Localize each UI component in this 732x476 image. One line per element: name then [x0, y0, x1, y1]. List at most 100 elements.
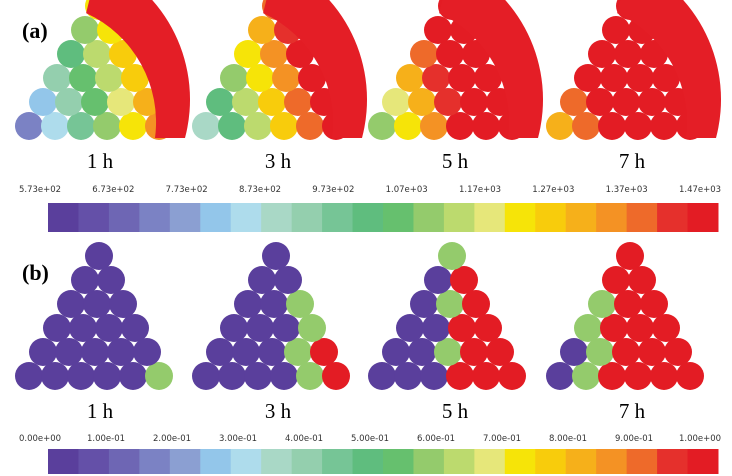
particle [546, 362, 574, 390]
colorbar-swatch [230, 203, 262, 232]
particle [296, 362, 324, 390]
particle [614, 40, 642, 68]
particle [420, 112, 448, 140]
wall-ring [439, 0, 543, 138]
colorbar-swatch [261, 449, 293, 474]
particle [246, 64, 274, 92]
particle [612, 88, 640, 116]
particle [284, 338, 312, 366]
particle [408, 338, 436, 366]
particle [69, 64, 97, 92]
particle [612, 338, 640, 366]
particle [460, 88, 488, 116]
particle [43, 314, 71, 342]
colorbar-swatch [443, 449, 475, 474]
particle [572, 362, 600, 390]
colorbar-swatch [352, 203, 384, 232]
colorbar-swatch [504, 449, 536, 474]
wall-ring [617, 0, 721, 138]
particle [258, 338, 286, 366]
particle [624, 362, 652, 390]
colorbar-swatch [108, 203, 140, 232]
colorbar-swatch [322, 449, 354, 474]
particle [472, 362, 500, 390]
particle [424, 266, 452, 294]
colorbar-swatch [474, 449, 506, 474]
particle [422, 314, 450, 342]
particle [408, 88, 436, 116]
colorbar-tick-label: 7.00e-01 [483, 434, 521, 444]
time-label: 1 h [87, 399, 114, 423]
particle [586, 88, 614, 116]
particle [598, 112, 626, 140]
particle [446, 362, 474, 390]
colorbar-tick-label: 8.73e+02 [239, 185, 281, 195]
panel-label: (b) [22, 260, 49, 285]
colorbar-tick-label: 5.73e+02 [19, 185, 61, 195]
colorbar-tick-label: 1.07e+03 [386, 185, 428, 195]
particle [574, 314, 602, 342]
particle [410, 290, 438, 318]
colorbar-swatch [352, 449, 384, 474]
time-label: 7 h [619, 149, 646, 173]
colorbar-swatch [108, 449, 140, 474]
particle [244, 362, 272, 390]
particle [119, 112, 147, 140]
colorbar-swatch [230, 449, 262, 474]
particle [109, 290, 137, 318]
particle [410, 40, 438, 68]
colorbar-tick-label: 4.00e-01 [285, 434, 323, 444]
particle [95, 314, 123, 342]
colorbar-swatch [322, 203, 354, 232]
particle [71, 16, 99, 44]
particle [574, 64, 602, 92]
particle [652, 314, 680, 342]
colorbar-tick-label: 1.00e-01 [87, 434, 125, 444]
colorbar-swatch [383, 449, 414, 474]
particle [121, 64, 149, 92]
particle [69, 314, 97, 342]
colorbar-tick-label: 5.00e-01 [351, 434, 389, 444]
particle [15, 362, 43, 390]
colorbar-swatch [383, 203, 414, 232]
colorbar-swatch [261, 203, 293, 232]
particle [600, 314, 628, 342]
colorbar-tick-label: 6.00e-01 [417, 434, 455, 444]
particle [394, 112, 422, 140]
particle [244, 112, 272, 140]
particle [220, 64, 248, 92]
particle [218, 112, 246, 140]
particle [628, 266, 656, 294]
particle-bed [15, 242, 173, 390]
particle [81, 338, 109, 366]
colorbar-tick-label: 8.00e-01 [549, 434, 587, 444]
particle [424, 16, 452, 44]
particle [234, 40, 262, 68]
colorbar-tick-label: 2.00e-01 [153, 434, 191, 444]
colorbar-swatch [48, 449, 79, 474]
particle [192, 362, 220, 390]
particle [298, 64, 326, 92]
colorbar-swatch [596, 449, 628, 474]
colorbar-swatch [565, 203, 597, 232]
colorbar-tick-label: 1.47e+03 [679, 185, 721, 195]
particle [600, 64, 628, 92]
colorbar-swatch [657, 203, 689, 232]
time-label: 5 h [442, 399, 469, 423]
particle [15, 112, 43, 140]
particle [272, 314, 300, 342]
particle [560, 88, 588, 116]
particle [97, 266, 125, 294]
colorbar-swatch [139, 449, 171, 474]
colorbar-tick-label: 1.37e+03 [606, 185, 648, 195]
particle [220, 314, 248, 342]
particle [624, 112, 652, 140]
particle [107, 338, 135, 366]
particle [572, 112, 600, 140]
particle [93, 362, 121, 390]
particle [446, 112, 474, 140]
particle-bed [192, 242, 350, 390]
particle [626, 64, 654, 92]
particle [652, 64, 680, 92]
